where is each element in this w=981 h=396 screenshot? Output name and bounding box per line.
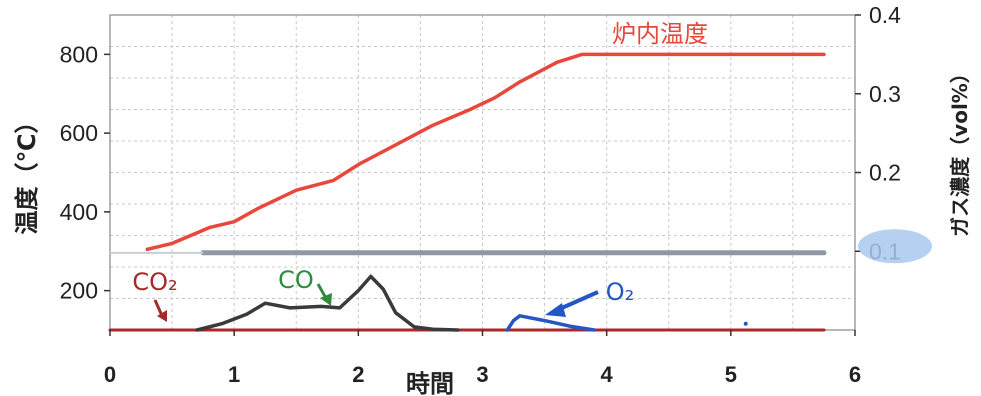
x-tick-label: 5 [725, 362, 737, 387]
y-left-axis-title: 温度（℃） [13, 109, 41, 234]
series-layer [108, 52, 827, 332]
y-right-tick-label: 0.2 [869, 160, 901, 186]
arrow-o2-head [545, 303, 566, 317]
x-tick-label: 4 [601, 362, 614, 387]
y-right-tick-label: 0.4 [869, 2, 901, 28]
arrow-co-head [320, 293, 332, 306]
y-left-tick-label: 200 [60, 278, 98, 304]
annotation-layer: 炉内温度 CO₂ CO O₂ [132, 20, 932, 322]
y-right-tick-label: 0.3 [869, 81, 901, 107]
x-axis-title: 時間 [406, 370, 454, 396]
series-line-CO [195, 274, 460, 332]
x-tick-label: 6 [849, 362, 861, 387]
x-tick-label: 2 [352, 362, 364, 387]
annotation-co2: CO₂ [132, 268, 177, 296]
series-line-O2 [505, 314, 597, 332]
x-tick-label: 1 [228, 362, 240, 387]
annotation-temperature: 炉内温度 [612, 20, 708, 48]
y-right-axis-title: ガス濃度（vol%） [948, 63, 972, 237]
x-tick-label: 3 [476, 362, 488, 387]
highlight-ellipse [858, 229, 932, 264]
annotation-co: CO [278, 266, 314, 294]
tick-layer: 2004006008000.10.20.30.40123456時間温度（℃）ガス… [13, 2, 972, 396]
o2-stray-point [743, 321, 748, 326]
y-left-tick-label: 600 [60, 120, 98, 146]
annotation-o2: O₂ [606, 278, 635, 306]
y-left-tick-label: 400 [60, 199, 98, 225]
x-tick-label: 0 [104, 362, 116, 387]
grid [109, 14, 856, 331]
arrow-co2-head [157, 310, 167, 322]
y-left-tick-label: 800 [60, 41, 98, 67]
series-line-炉内温度 [145, 52, 826, 252]
